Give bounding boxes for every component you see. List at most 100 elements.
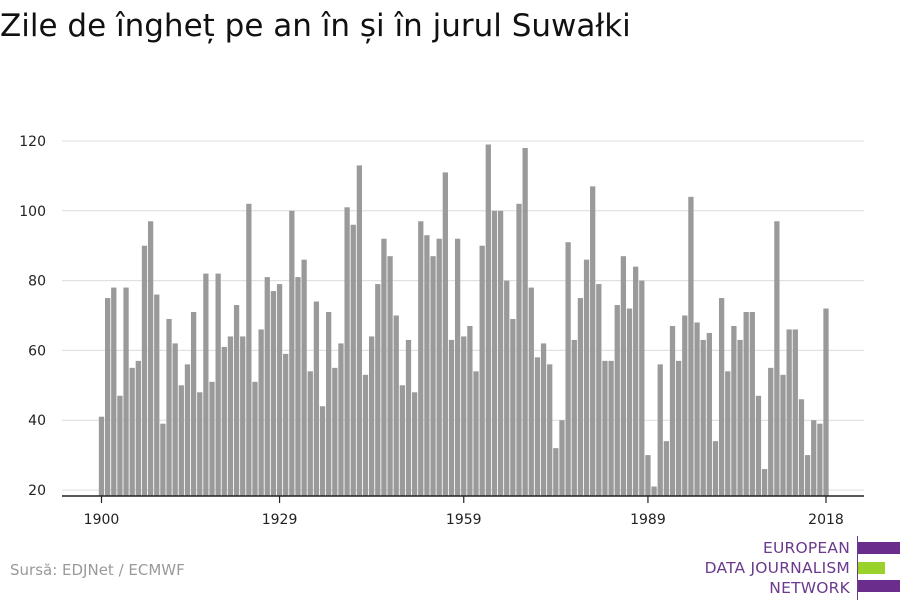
bar — [160, 423, 166, 496]
bar — [516, 203, 522, 496]
bar — [246, 203, 252, 496]
bar — [651, 486, 657, 496]
bar — [633, 266, 639, 496]
logo-bar-green — [858, 562, 885, 574]
bar — [123, 287, 129, 496]
bar — [233, 305, 240, 496]
bar — [522, 147, 528, 497]
bar — [117, 395, 123, 496]
bar — [706, 332, 712, 496]
logo-bar-purple-bottom — [858, 580, 900, 592]
y-axis: 20 40 60 80 100 120 — [19, 134, 46, 499]
bar — [583, 259, 590, 496]
bar — [620, 256, 627, 496]
bar — [626, 308, 633, 496]
edjnet-logo[interactable]: EUROPEAN DATA JOURNALISM NETWORK — [700, 536, 900, 600]
bar — [786, 329, 792, 496]
x-tick-label: 1900 — [84, 512, 120, 528]
bar — [141, 245, 148, 496]
bar — [577, 298, 584, 496]
chart-title: Zile de îngheț pe an în și în jurul Suwa… — [0, 8, 631, 44]
bar — [774, 221, 780, 496]
y-tick-label: 120 — [19, 134, 46, 150]
bar — [676, 360, 682, 496]
bar — [442, 172, 448, 496]
bar — [184, 364, 191, 496]
logo-line-2: DATA JOURNALISM — [704, 559, 850, 577]
y-tick-label: 60 — [28, 343, 46, 359]
bar — [479, 245, 485, 496]
bar — [295, 277, 301, 496]
bar — [313, 301, 320, 496]
bar — [798, 399, 805, 496]
bar — [362, 374, 369, 496]
bar — [737, 339, 743, 496]
logo-line-1: EUROPEAN — [762, 539, 850, 557]
x-tick-label: 1989 — [630, 512, 666, 528]
bar — [375, 284, 381, 496]
bar — [197, 392, 203, 496]
bar — [111, 287, 117, 496]
bar — [823, 308, 829, 496]
bar — [467, 325, 473, 496]
bar — [755, 395, 762, 496]
bar — [252, 381, 258, 496]
bar — [264, 277, 270, 496]
bar — [424, 235, 430, 497]
bar — [381, 238, 387, 496]
bar — [602, 360, 608, 496]
bar — [534, 357, 541, 496]
bar — [485, 144, 491, 497]
source-note: Sursă: EDJNet / ECMWF — [10, 561, 185, 579]
y-tick-label: 100 — [19, 204, 46, 220]
bar — [276, 284, 283, 496]
bar — [811, 420, 817, 496]
bar — [780, 374, 786, 496]
bar — [749, 312, 755, 496]
bar — [565, 242, 571, 496]
bar — [387, 256, 393, 496]
x-axis: 1900 1929 1959 1989 2018 — [62, 495, 864, 528]
bar — [596, 284, 602, 496]
bar — [154, 294, 160, 496]
bar — [289, 210, 295, 497]
bar — [411, 392, 418, 496]
bar — [399, 385, 405, 496]
bar — [590, 186, 596, 496]
bar — [608, 360, 614, 496]
bar — [393, 315, 399, 496]
bar — [614, 305, 620, 496]
bar — [344, 207, 350, 496]
bar — [301, 259, 307, 496]
bar — [473, 371, 479, 496]
bar — [227, 336, 234, 496]
bar — [559, 420, 565, 496]
bar — [270, 291, 277, 496]
bar — [209, 381, 215, 496]
bar — [792, 329, 798, 496]
bar — [553, 448, 559, 496]
bar — [768, 367, 774, 496]
bar — [326, 312, 332, 496]
bar — [663, 441, 670, 496]
bar — [804, 455, 811, 496]
x-tick-label: 1929 — [262, 512, 298, 528]
bar — [761, 469, 768, 496]
x-tick-label: 1959 — [446, 512, 482, 528]
bar — [817, 423, 823, 496]
bar — [369, 336, 375, 496]
bar — [528, 287, 534, 496]
bar — [240, 336, 246, 496]
logo-bar-purple-top — [858, 542, 900, 554]
bar — [258, 329, 264, 496]
bar — [504, 280, 510, 496]
bar — [307, 371, 313, 496]
bar — [332, 367, 338, 496]
bar — [147, 221, 154, 496]
bar — [712, 441, 719, 496]
x-tick-label: 2018 — [808, 512, 844, 528]
bar — [448, 339, 455, 496]
bar — [129, 367, 135, 496]
bar — [571, 339, 577, 496]
bar — [436, 238, 442, 496]
